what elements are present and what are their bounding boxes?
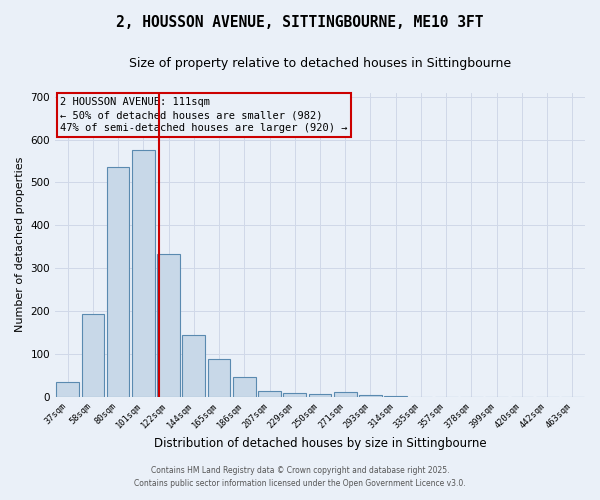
X-axis label: Distribution of detached houses by size in Sittingbourne: Distribution of detached houses by size … (154, 437, 487, 450)
Bar (258, 391, 281, 396)
Y-axis label: Number of detached properties: Number of detached properties (15, 157, 25, 332)
Title: Size of property relative to detached houses in Sittingbourne: Size of property relative to detached ho… (129, 58, 511, 70)
Text: Contains HM Land Registry data © Crown copyright and database right 2025.
Contai: Contains HM Land Registry data © Crown c… (134, 466, 466, 487)
Bar (308, 394, 331, 396)
Bar (132, 150, 155, 396)
Text: 2 HOUSSON AVENUE: 111sqm
← 50% of detached houses are smaller (982)
47% of semi-: 2 HOUSSON AVENUE: 111sqm ← 50% of detach… (61, 97, 348, 134)
Bar (182, 336, 205, 396)
Bar (233, 378, 256, 396)
Bar (283, 393, 306, 396)
Bar (208, 360, 230, 397)
Bar (56, 382, 79, 396)
Bar (82, 314, 104, 396)
Text: 2, HOUSSON AVENUE, SITTINGBOURNE, ME10 3FT: 2, HOUSSON AVENUE, SITTINGBOURNE, ME10 3… (116, 15, 484, 30)
Bar (107, 168, 130, 396)
Bar (157, 254, 180, 396)
Bar (334, 392, 356, 396)
